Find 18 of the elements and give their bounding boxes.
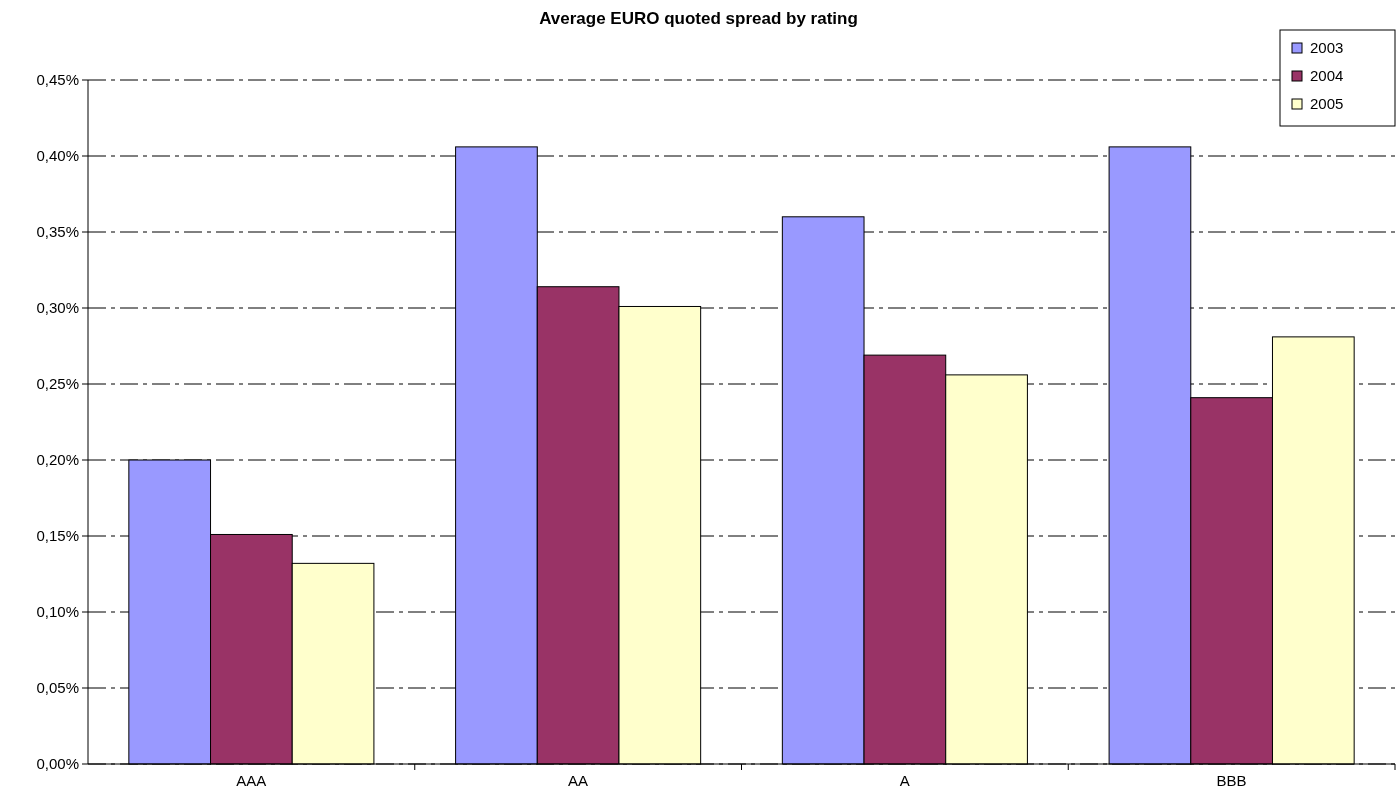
y-tick-label: 0,05%	[36, 679, 79, 697]
y-tick-label: 0,20%	[36, 451, 79, 469]
y-tick-label: 0,00%	[36, 755, 79, 773]
x-tick-label: AA	[568, 772, 589, 789]
legend-label: 2003	[1310, 39, 1344, 57]
y-tick-label: 0,25%	[36, 375, 79, 393]
legend-label: 2005	[1310, 95, 1344, 113]
y-tick-label: 0,40%	[36, 147, 79, 165]
x-tick-label: A	[899, 772, 910, 789]
y-tick-label: 0,15%	[36, 527, 79, 545]
y-tick-label: 0,10%	[36, 603, 79, 621]
chart-title: Average EURO quoted spread by rating	[539, 9, 858, 28]
x-tick-label: BBB	[1216, 772, 1247, 789]
y-tick-label: 0,35%	[36, 223, 79, 241]
y-tick-label: 0,30%	[36, 299, 79, 317]
y-tick-label: 0,45%	[36, 71, 79, 89]
x-tick-label: AAA	[236, 772, 267, 789]
legend-label: 2004	[1310, 67, 1344, 85]
